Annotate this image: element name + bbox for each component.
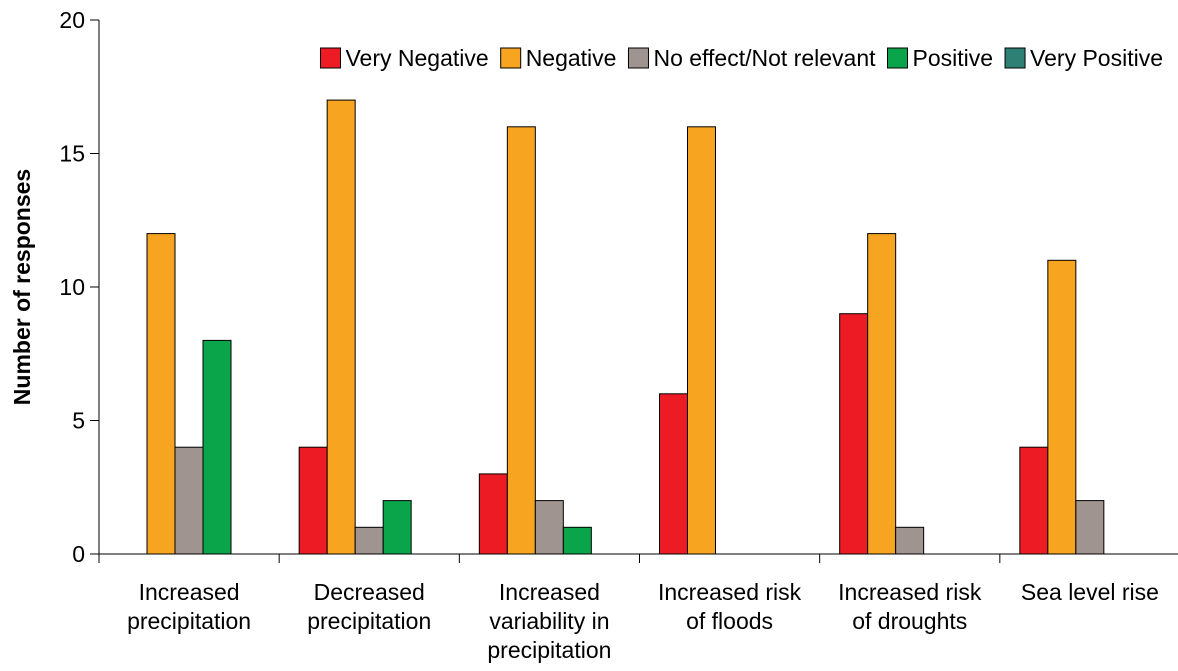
x-tick-label: Sea level rise xyxy=(1021,579,1159,605)
x-tick-label: Increased risk of droughts xyxy=(838,579,982,634)
y-tick-label: 10 xyxy=(59,274,85,300)
bar-very-negative-1 xyxy=(298,446,328,555)
legend: Very Negative Negative No effect/Not relev… xyxy=(319,45,1163,71)
bar-negative-3 xyxy=(687,126,716,555)
bar-negative-5 xyxy=(1047,259,1077,555)
bar-positive-2 xyxy=(562,526,592,555)
legend-label: Negative xyxy=(526,45,617,71)
bar-no-effect-not-relevant-2 xyxy=(534,500,564,555)
y-axis-title: Number of responses xyxy=(9,169,35,405)
bar-negative-2 xyxy=(506,126,536,555)
bar-no-effect-not-relevant-0 xyxy=(174,446,204,555)
bar-positive-0 xyxy=(202,339,232,555)
legend-label: No effect/Not relevant xyxy=(653,45,876,71)
legend-label: Positive xyxy=(913,45,994,71)
bar-no-effect-not-relevant-5 xyxy=(1075,500,1105,555)
y-tick-label: 5 xyxy=(72,408,85,434)
bar-no-effect-not-relevant-1 xyxy=(354,526,384,555)
y-tick-label: 0 xyxy=(72,541,85,567)
legend-swatch xyxy=(627,47,649,69)
x-tick-label: Increased precipitation xyxy=(127,579,251,634)
bar-negative-1 xyxy=(326,99,356,555)
legend-label: Very Negative xyxy=(345,45,488,71)
legend-label: Very Positive xyxy=(1030,45,1163,71)
bar-no-effect-not-relevant-4 xyxy=(895,526,925,555)
x-axis: Increased precipitation Decreased precipita… xyxy=(98,553,1178,663)
bar-positive-1 xyxy=(382,500,412,555)
bar-very-negative-5 xyxy=(1019,446,1049,555)
bar-very-negative-4 xyxy=(839,313,869,555)
bar-very-negative-3 xyxy=(659,393,688,555)
legend-swatch xyxy=(1004,47,1026,69)
bar-negative-4 xyxy=(867,233,897,555)
legend-swatch xyxy=(887,47,908,69)
legend-swatch xyxy=(319,47,341,69)
legend-swatch xyxy=(500,47,522,69)
x-tick-label: Decreased precipitation xyxy=(307,579,431,634)
bar-very-negative-2 xyxy=(478,473,508,555)
bar-negative-0 xyxy=(146,233,176,555)
bars xyxy=(146,99,1105,555)
x-tick-label: Increased risk of floods xyxy=(658,579,802,634)
y-tick-label: 20 xyxy=(59,7,85,33)
x-tick-label: Increased variability in precipitation xyxy=(487,579,611,663)
y-axis: 0 5 10 15 20 xyxy=(59,7,100,567)
y-tick-label: 15 xyxy=(59,141,85,167)
